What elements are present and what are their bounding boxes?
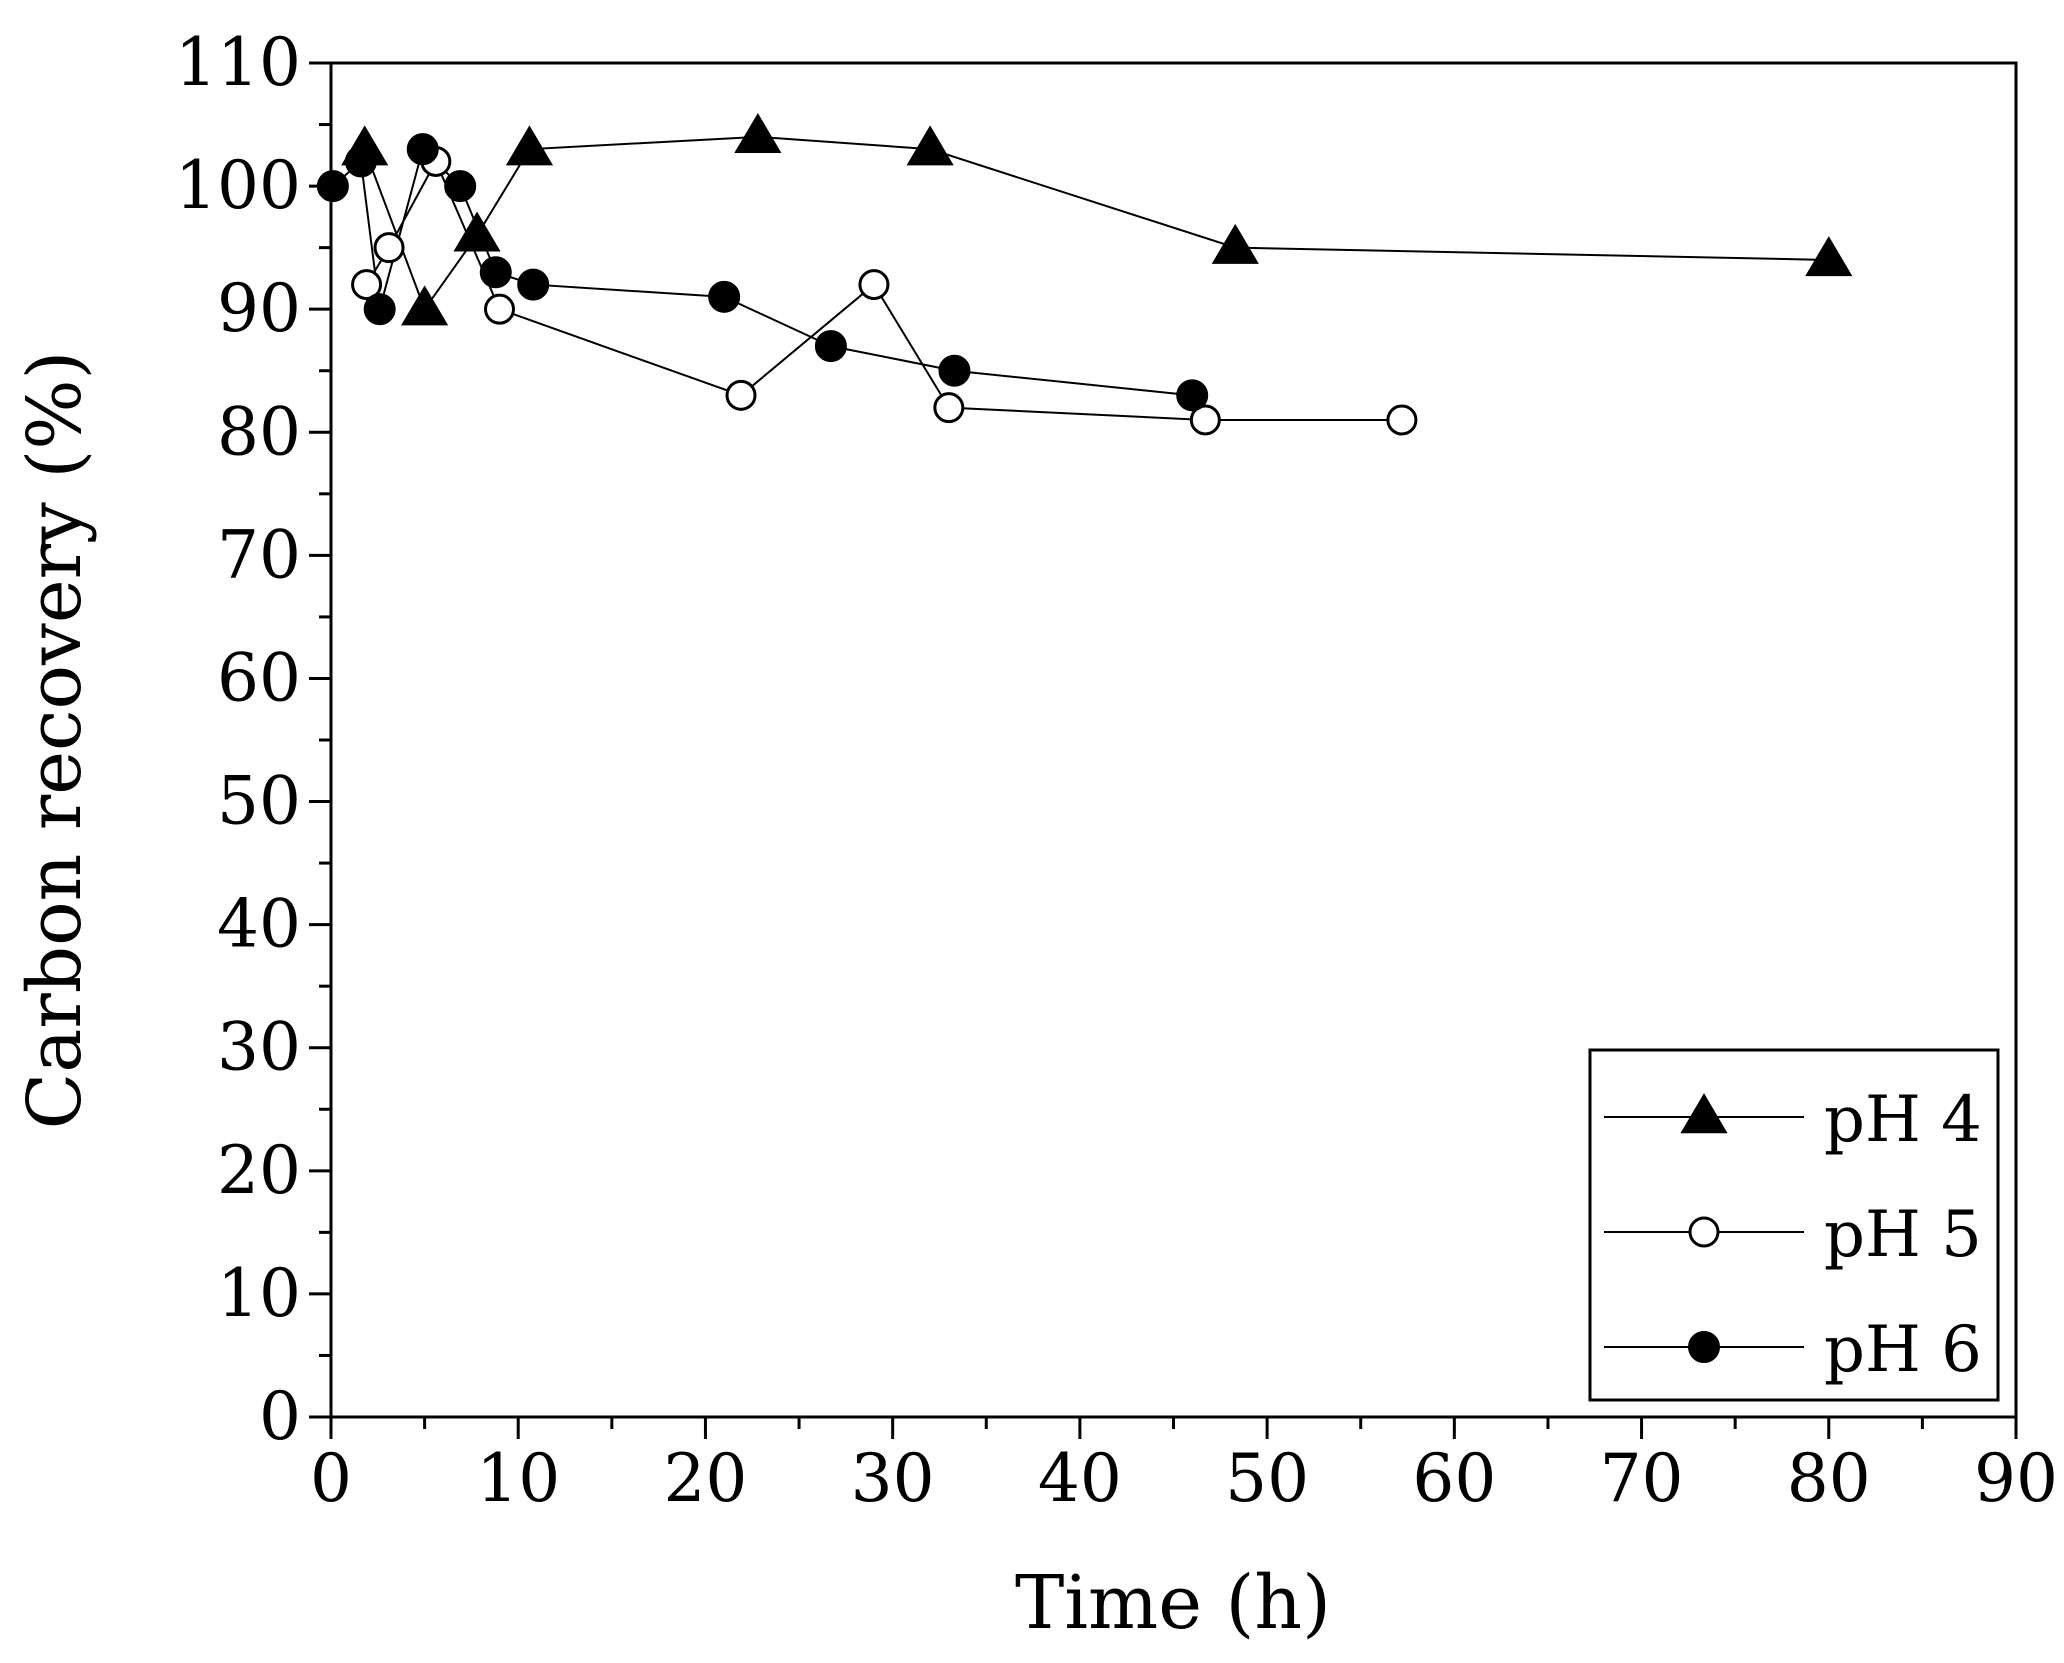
legend-label-ph-4: pH 4 [1824,1083,1982,1157]
data-point-ph-4 [1211,223,1259,264]
x-tick-label: 90 [1974,1440,2058,1517]
data-point-ph-6 [406,133,439,166]
data-point-ph-5 [1386,404,1418,436]
data-point-ph-6 [363,293,396,326]
y-tick-label: 30 [217,1009,301,1086]
legend-label-ph-5: pH 5 [1824,1198,1982,1272]
data-point-ph-4 [401,285,449,326]
legend-box [1588,1048,2000,1402]
data-point-ph-6 [1176,379,1209,412]
y-tick-label: 10 [217,1255,301,1332]
y-tick-labels: 0 10 20 30 40 50 60 70 80 90 100 110 [175,24,301,1455]
y-tick-label: 90 [217,270,301,347]
legend: pH 4 pH 5 pH 6 [1588,1048,2000,1402]
series-markers [316,113,1853,436]
legend-marker-ph-5 [1688,1216,1720,1248]
x-tick-label: 80 [1787,1440,1871,1517]
data-point-ph-6 [444,170,477,203]
y-tick-label: 50 [217,763,301,840]
legend-label-ph-6: pH 6 [1824,1313,1982,1387]
data-point-ph-6 [814,330,847,363]
data-point-ph-6 [344,145,377,178]
y-tick-label: 20 [217,1132,301,1209]
data-point-ph-6 [517,268,550,301]
data-point-ph-4 [1805,236,1853,277]
series-line-ph-4 [363,135,1829,312]
x-tick-label: 30 [851,1440,935,1517]
x-tick-label: 50 [1225,1440,1309,1517]
x-tick-label: 70 [1600,1440,1684,1517]
y-tick-label: 100 [175,147,301,224]
x-tick-label: 40 [1038,1440,1122,1517]
data-point-ph-5 [351,269,383,301]
y-tick-label: 40 [217,886,301,963]
data-point-ph-5 [484,293,515,325]
data-point-ph-5 [373,232,405,264]
data-point-ph-5 [725,379,757,411]
x-tick-label: 20 [663,1440,747,1517]
x-tick-label: 0 [310,1440,352,1517]
data-point-ph-6 [938,354,971,387]
data-point-ph-5 [858,269,890,301]
data-point-ph-4 [453,211,501,252]
x-axis-title: Time (h) [1015,1560,1331,1646]
series-lines [332,135,1829,421]
x-tick-label: 60 [1412,1440,1496,1517]
data-point-ph-6 [708,280,741,313]
y-tick-label: 60 [217,639,301,716]
minor-ticks [319,123,1924,1429]
data-point-ph-4 [906,125,954,166]
y-tick-label: 0 [259,1378,301,1455]
data-point-ph-5 [1189,404,1221,436]
data-point-ph-4 [505,125,554,166]
y-tick-label: 70 [217,516,301,593]
y-tick-label: 110 [175,24,301,101]
y-tick-label: 80 [217,393,301,470]
legend-marker-ph-6 [1688,1331,1720,1363]
data-point-ph-6 [479,256,512,289]
legend-marker-ph-4 [1680,1093,1728,1134]
data-point-ph-4 [734,113,782,154]
data-point-ph-5 [933,392,965,424]
x-tick-label: 10 [476,1440,560,1517]
legend-entries: pH 4 pH 5 pH 6 [1604,1083,1982,1387]
y-axis-title: Carbon recovery (%) [12,351,98,1130]
x-tick-labels: 0 10 20 30 40 50 60 70 80 90 [310,1440,2058,1517]
data-point-ph-6 [316,170,349,203]
major-ticks [309,61,2018,1439]
